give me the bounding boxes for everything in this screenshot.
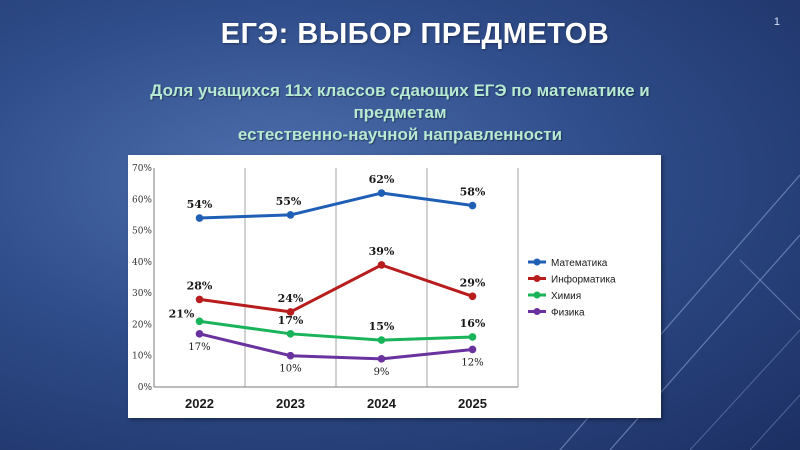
data-label: 17% xyxy=(188,342,210,353)
y-tick-label: 50% xyxy=(132,227,152,237)
data-label: 10% xyxy=(279,364,301,375)
data-point xyxy=(195,317,204,326)
data-point xyxy=(377,336,386,344)
legend-marker xyxy=(533,291,541,299)
chart-canvas: 0% 10% 20% 30% 40% 50% 60% 70% 2022 2023 2024 2025 5… xyxy=(132,164,616,411)
legend-marker xyxy=(533,275,541,282)
y-tick-label: 70% xyxy=(132,164,152,174)
y-tick-label: 60% xyxy=(132,195,152,205)
data-point xyxy=(286,351,295,360)
data-label: 17% xyxy=(278,314,304,327)
data-point xyxy=(195,330,204,338)
legend-label: Информатика xyxy=(551,274,616,286)
data-label: 24% xyxy=(278,292,304,305)
data-label: 55% xyxy=(276,195,302,208)
y-tick-label: 10% xyxy=(132,352,152,362)
data-point xyxy=(468,292,477,301)
x-tick-label: 2024 xyxy=(367,396,397,411)
slide-number: 1 xyxy=(773,16,780,28)
data-label: 21% xyxy=(169,307,195,320)
data-point xyxy=(468,201,477,210)
legend-label: Математика xyxy=(551,258,608,269)
data-label: 39% xyxy=(369,245,395,258)
data-label: 16% xyxy=(460,317,486,330)
y-tick-label: 20% xyxy=(132,320,152,330)
data-label: 12% xyxy=(461,357,483,368)
data-point xyxy=(286,330,295,338)
legend-marker xyxy=(533,308,541,315)
data-point xyxy=(468,345,477,354)
x-tick-label: 2022 xyxy=(185,396,214,411)
data-label: 15% xyxy=(369,320,395,333)
data-point xyxy=(377,261,386,269)
data-point xyxy=(195,295,204,304)
data-label: 29% xyxy=(460,276,486,289)
slide-title: ЕГЭ: ВЫБОР ПРЕДМЕТОВ xyxy=(220,18,610,50)
legend-label: Химия xyxy=(551,291,581,302)
subtitle-line-2: естественно-научной направленности xyxy=(237,125,563,144)
legend-marker xyxy=(533,258,541,266)
data-point xyxy=(468,333,477,341)
series-line-2 xyxy=(199,263,473,314)
data-point xyxy=(286,211,295,219)
subtitle-line-1: Доля учащихся 11х классов сдающих ЕГЭ по… xyxy=(150,81,650,122)
series-line-1 xyxy=(199,191,473,220)
data-label: 9% xyxy=(374,367,390,378)
line-chart: 0% 10% 20% 30% 40% 50% 60% 70% 2022 2023 2024 2025 5… xyxy=(128,155,661,418)
data-label: 54% xyxy=(187,198,213,211)
slide-subtitle: Доля учащихся 11х классов сдающих ЕГЭ по… xyxy=(120,80,680,146)
y-tick-label: 0% xyxy=(138,383,153,393)
data-label: 58% xyxy=(460,186,486,199)
series-line-4 xyxy=(199,332,473,361)
y-tick-label: 30% xyxy=(132,289,152,299)
series-line-3 xyxy=(199,319,473,342)
data-point xyxy=(377,189,386,197)
data-point xyxy=(377,355,386,363)
data-point xyxy=(195,214,204,222)
y-tick-label: 40% xyxy=(132,258,152,268)
x-tick-label: 2023 xyxy=(276,396,305,411)
legend-label: Физика xyxy=(551,308,585,319)
data-label: 62% xyxy=(369,173,395,186)
data-point xyxy=(286,308,295,316)
data-label: 28% xyxy=(187,279,213,292)
x-tick-label: 2025 xyxy=(458,396,487,411)
